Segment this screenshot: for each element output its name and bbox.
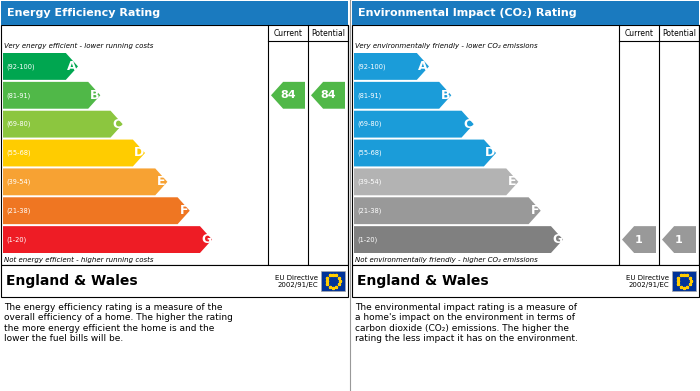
Text: England & Wales: England & Wales (357, 274, 489, 288)
Text: Potential: Potential (311, 29, 345, 38)
Text: Very environmentally friendly - lower CO₂ emissions: Very environmentally friendly - lower CO… (355, 43, 538, 49)
Text: C: C (112, 118, 121, 131)
Polygon shape (354, 53, 429, 80)
Text: 1: 1 (675, 235, 683, 245)
Bar (352, 25, 699, 265)
Text: 1: 1 (635, 235, 643, 245)
Text: (55-68): (55-68) (6, 150, 31, 156)
Text: (55-68): (55-68) (357, 150, 382, 156)
Polygon shape (354, 197, 540, 224)
Polygon shape (354, 169, 519, 195)
Text: Not environmentally friendly - higher CO₂ emissions: Not environmentally friendly - higher CO… (355, 257, 538, 263)
Text: Not energy efficient - higher running costs: Not energy efficient - higher running co… (4, 257, 153, 263)
Text: E: E (157, 175, 166, 188)
Text: EU Directive
2002/91/EC: EU Directive 2002/91/EC (275, 274, 318, 287)
Text: (69-80): (69-80) (6, 121, 31, 127)
Text: Potential: Potential (662, 29, 696, 38)
Polygon shape (354, 111, 474, 138)
Text: (1-20): (1-20) (357, 236, 377, 243)
Text: G: G (201, 233, 211, 246)
Bar (352, 1, 699, 25)
Text: (69-80): (69-80) (357, 121, 382, 127)
Polygon shape (662, 226, 696, 253)
Text: (21-38): (21-38) (357, 208, 382, 214)
Text: Current: Current (274, 29, 302, 38)
Bar (1, 265, 348, 297)
Polygon shape (3, 111, 122, 138)
Bar (672, 271, 696, 291)
Polygon shape (3, 53, 78, 80)
Polygon shape (3, 169, 167, 195)
Text: 84: 84 (320, 90, 336, 100)
Bar (352, 265, 699, 297)
Text: C: C (463, 118, 473, 131)
Text: The energy efficiency rating is a measure of the
overall efficiency of a home. T: The energy efficiency rating is a measur… (4, 303, 233, 343)
Text: England & Wales: England & Wales (6, 274, 138, 288)
Text: B: B (90, 89, 99, 102)
Polygon shape (311, 82, 345, 109)
Text: (81-91): (81-91) (6, 92, 30, 99)
Polygon shape (3, 140, 145, 167)
Polygon shape (271, 82, 305, 109)
Text: (21-38): (21-38) (6, 208, 30, 214)
Text: Current: Current (624, 29, 654, 38)
Text: (1-20): (1-20) (6, 236, 27, 243)
Text: (92-100): (92-100) (6, 63, 34, 70)
Text: A: A (67, 60, 77, 73)
Text: F: F (531, 204, 539, 217)
Text: D: D (134, 147, 144, 160)
Text: 84: 84 (280, 90, 296, 100)
Polygon shape (354, 140, 496, 167)
Text: B: B (440, 89, 450, 102)
Text: (81-91): (81-91) (357, 92, 382, 99)
Text: (39-54): (39-54) (6, 179, 30, 185)
Text: Very energy efficient - lower running costs: Very energy efficient - lower running co… (4, 43, 153, 49)
Polygon shape (3, 226, 212, 253)
Polygon shape (354, 226, 563, 253)
Bar (321, 271, 345, 291)
Bar (1, 1, 348, 25)
Text: E: E (508, 175, 517, 188)
Text: (39-54): (39-54) (357, 179, 382, 185)
Text: F: F (179, 204, 188, 217)
Text: (92-100): (92-100) (357, 63, 386, 70)
Polygon shape (354, 82, 452, 109)
Bar (1, 25, 348, 265)
Text: EU Directive
2002/91/EC: EU Directive 2002/91/EC (626, 274, 669, 287)
Text: A: A (418, 60, 428, 73)
Polygon shape (622, 226, 656, 253)
Text: Energy Efficiency Rating: Energy Efficiency Rating (7, 8, 160, 18)
Text: D: D (485, 147, 495, 160)
Polygon shape (3, 197, 190, 224)
Text: Environmental Impact (CO₂) Rating: Environmental Impact (CO₂) Rating (358, 8, 577, 18)
Text: The environmental impact rating is a measure of
a home's impact on the environme: The environmental impact rating is a mea… (355, 303, 578, 343)
Polygon shape (3, 82, 100, 109)
Text: G: G (552, 233, 562, 246)
